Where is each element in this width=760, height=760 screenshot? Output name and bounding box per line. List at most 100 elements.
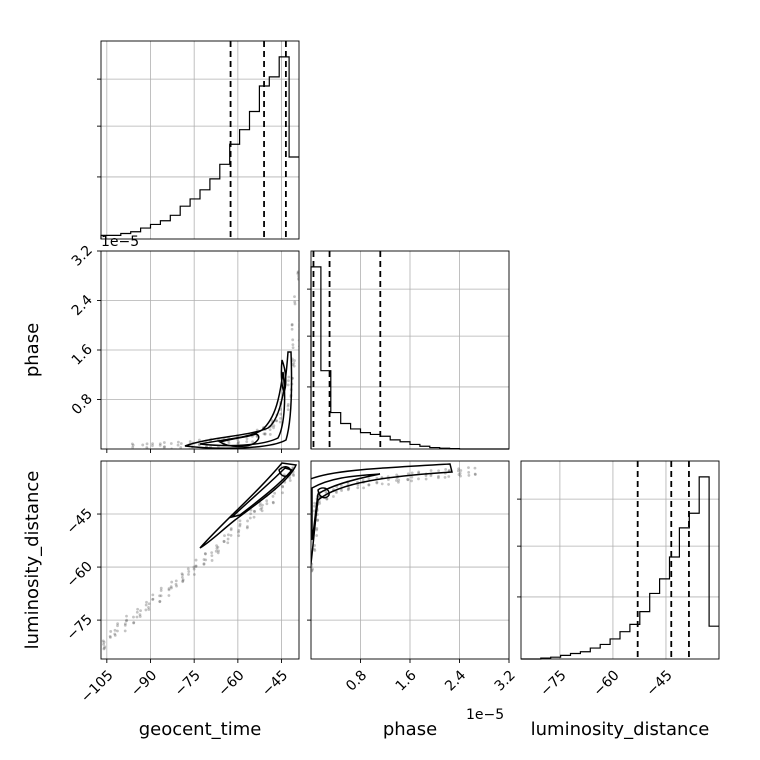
- scatter-point: [226, 541, 230, 545]
- scatter-point: [145, 442, 149, 446]
- scatter-point: [293, 359, 296, 362]
- scatter-point: [246, 525, 249, 528]
- scatter-point: [141, 450, 144, 453]
- scatter-point: [145, 446, 149, 449]
- scatter-point: [125, 618, 129, 622]
- scatter-point: [138, 615, 142, 618]
- scatter-point: [429, 469, 433, 472]
- scatter-point: [116, 624, 119, 628]
- panel-hist-geocent_time: [97, 40, 300, 240]
- scatter-point: [318, 502, 322, 505]
- scatter-point: [132, 450, 135, 453]
- scatter-point: [253, 510, 257, 513]
- scatter-point: [204, 558, 208, 562]
- scatter-point: [367, 483, 371, 486]
- scatter-point: [293, 302, 297, 306]
- y-tick-label: −45: [64, 506, 96, 538]
- scatter-point: [109, 630, 113, 633]
- scatter-point: [113, 628, 117, 632]
- scatter-point: [175, 584, 178, 588]
- scatter-point: [108, 634, 112, 638]
- density-contour: [280, 359, 287, 394]
- scatter-point: [296, 271, 299, 274]
- scatter-point: [222, 539, 226, 543]
- scatter-point: [286, 408, 290, 411]
- scatter-point: [194, 565, 198, 568]
- scatter-point: [315, 528, 319, 532]
- scatter-point: [367, 483, 371, 487]
- scatter-point: [167, 587, 171, 590]
- scatter-point: [141, 448, 144, 449]
- y-tick-label: 3.2: [69, 243, 96, 270]
- histogram-step-geocent_time: [100, 56, 299, 239]
- scatter-point: [229, 527, 233, 530]
- scatter-point: [459, 469, 463, 472]
- scatter-point: [174, 582, 178, 586]
- scatter-point: [252, 515, 256, 519]
- scatter-point: [292, 364, 296, 368]
- scatter-point: [204, 552, 207, 556]
- scatter-point: [162, 445, 166, 449]
- scatter-point: [311, 567, 314, 571]
- scatter-point: [291, 338, 295, 342]
- x-tick-label: −60: [215, 667, 247, 699]
- scatter-point: [181, 579, 185, 583]
- scatter-point: [216, 545, 220, 549]
- scatter-point: [144, 603, 148, 607]
- scatter-point: [186, 567, 190, 571]
- scatter-point: [192, 565, 196, 569]
- y-axis-label: luminosity_distance: [22, 471, 43, 650]
- scatter-point: [356, 486, 360, 490]
- scatter-point: [286, 383, 290, 387]
- scatter-point: [113, 632, 117, 636]
- density-contour: [184, 351, 293, 449]
- scatter-point: [227, 441, 231, 445]
- scatter-point: [447, 475, 451, 478]
- scatter-point: [237, 440, 240, 444]
- scatter-point: [296, 272, 299, 276]
- scatter-point: [132, 450, 135, 453]
- scatter-point: [179, 447, 183, 449]
- scatter-point: [297, 338, 299, 342]
- scatter-point: [246, 519, 249, 523]
- scatter-point: [214, 549, 218, 553]
- x-tick-label: −60: [590, 667, 622, 699]
- scatter-point: [229, 534, 233, 537]
- scatter-point: [191, 447, 194, 449]
- scatter-point: [291, 343, 295, 347]
- scatter-point: [102, 640, 106, 644]
- scatter-point: [436, 476, 440, 480]
- scatter-point: [158, 600, 162, 604]
- scatter-point: [131, 445, 135, 449]
- scatter-point: [187, 572, 190, 576]
- scatter-point: [151, 442, 154, 446]
- scatter-point: [258, 502, 262, 505]
- scatter-point: [192, 567, 196, 571]
- x-tick-label: −75: [537, 667, 569, 699]
- scatter-point: [252, 509, 256, 513]
- scatter-point: [237, 530, 240, 534]
- scatter-point: [316, 518, 320, 522]
- scatter-point: [288, 476, 292, 480]
- scatter-point: [103, 645, 107, 649]
- scatter-point: [380, 482, 384, 486]
- scatter-point: [102, 647, 106, 651]
- x-tick-label: 0.8: [343, 667, 370, 694]
- panel-2d-geocent_time_vs_luminosity_distance: [97, 460, 300, 663]
- scatter-point: [123, 623, 127, 627]
- scatter-point: [288, 479, 292, 482]
- scatter-point: [291, 473, 295, 476]
- scatter-point: [202, 562, 206, 566]
- scatter-point: [138, 613, 142, 617]
- scatter-point: [151, 597, 155, 601]
- scatter-point: [271, 501, 275, 505]
- scatter-point: [170, 447, 174, 449]
- scatter-point: [229, 528, 233, 532]
- scatter-point: [286, 402, 290, 406]
- scatter-point: [102, 643, 105, 646]
- scatter-point: [457, 473, 461, 476]
- scatter-point: [406, 478, 410, 481]
- scatter-point: [346, 488, 350, 492]
- grid-hist-geocent_time: [101, 41, 299, 239]
